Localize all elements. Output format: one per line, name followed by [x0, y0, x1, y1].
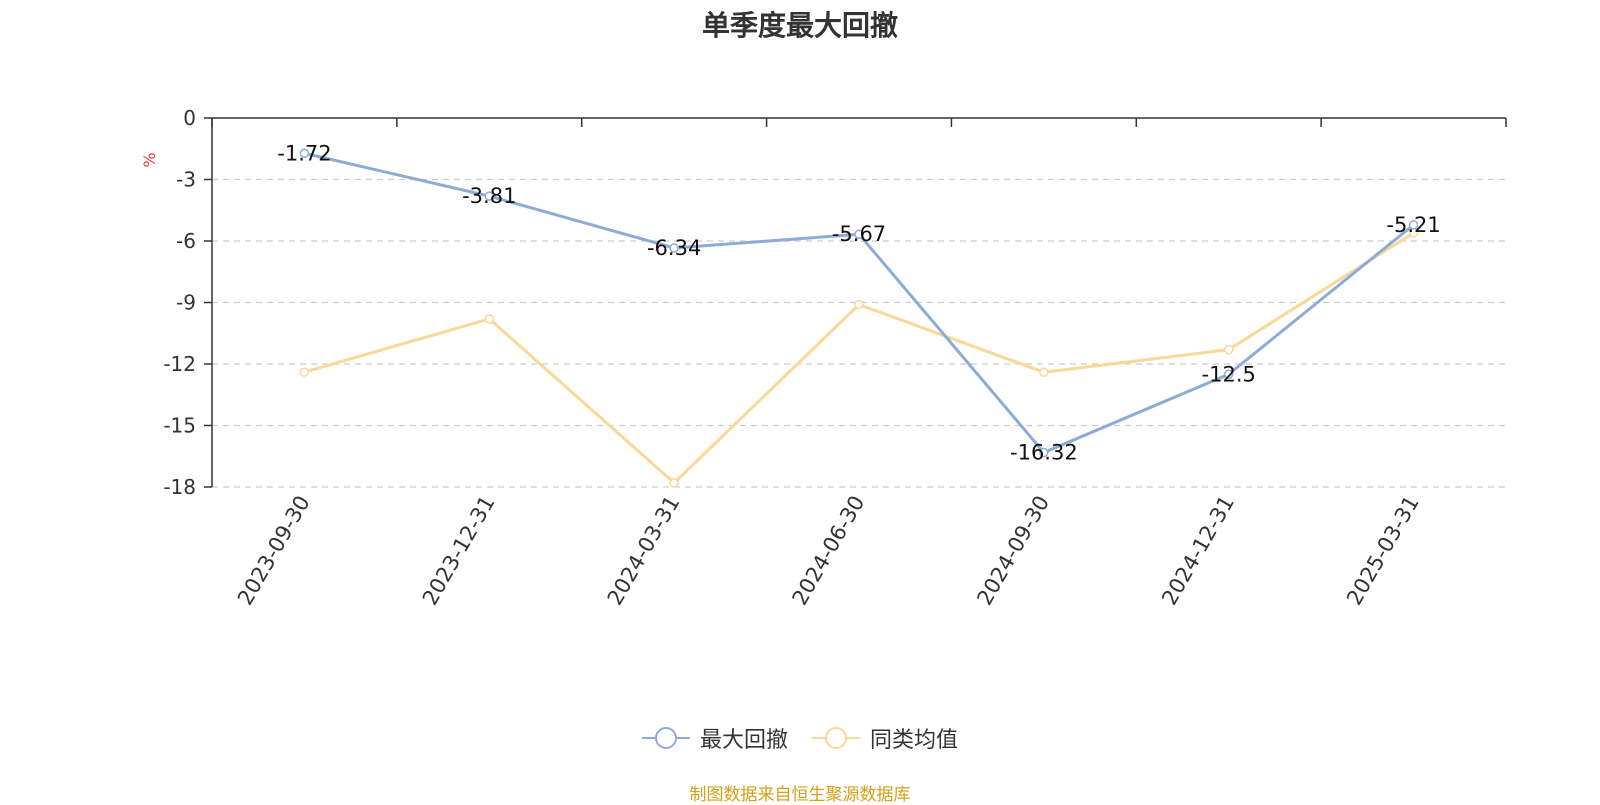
data-label: -1.72 [277, 141, 331, 165]
x-tick-label: 2023-09-30 [233, 492, 315, 610]
y-tick-label: -18 [163, 475, 196, 499]
data-label: -12.5 [1202, 362, 1256, 386]
legend-label: 最大回撤 [699, 728, 788, 753]
data-point[interactable] [1408, 220, 1419, 230]
data-label: -16.32 [1010, 441, 1078, 465]
y-tick-label: -15 [163, 414, 196, 438]
data-point[interactable] [299, 148, 310, 159]
x-tick-label: 2024-03-31 [603, 492, 685, 610]
data-point[interactable] [484, 314, 495, 324]
x-tick-label: 2023-12-31 [418, 492, 500, 610]
data-point[interactable] [669, 478, 679, 488]
data-label: -3.81 [462, 184, 516, 208]
y-axis-label: % [140, 152, 159, 167]
y-tick-label: 0 [183, 106, 196, 130]
chart-title: 单季度最大回撤 [701, 9, 898, 42]
x-tick-label: 2025-03-31 [1342, 492, 1424, 610]
data-point[interactable] [1223, 344, 1234, 355]
legend-item-0[interactable]: 最大回撤 [641, 722, 788, 754]
data-label: -5.21 [1386, 213, 1440, 237]
data-point[interactable] [854, 229, 864, 239]
data-point[interactable] [484, 191, 495, 201]
legend-label: 同类均值 [870, 728, 959, 753]
legend-marker-icon [812, 727, 860, 749]
data-point[interactable] [854, 299, 864, 310]
data-label: -5.67 [832, 222, 886, 246]
data-point[interactable] [669, 243, 679, 253]
y-tick-label: -9 [176, 291, 196, 315]
axes: 0 -3 -6 -9 -12 -15 -18 2023-09-30 2023-12-31 2024… [163, 106, 1507, 610]
legend: 最大回撤 同类均值 [0, 722, 1600, 754]
y-tick-label: -12 [163, 352, 196, 376]
data-point[interactable] [1223, 369, 1234, 379]
legend-marker-icon [641, 727, 690, 749]
data-labels: -1.72 -3.81 -6.34 -5.67 -16.32 -12.5 -5.21 [277, 141, 1440, 464]
y-tick-label: -6 [176, 229, 196, 253]
data-point[interactable] [299, 367, 310, 377]
data-point[interactable] [1039, 447, 1049, 458]
legend-item-1[interactable]: 同类均值 [812, 722, 958, 754]
series [299, 148, 1419, 488]
x-tick-label: 2024-09-30 [972, 492, 1054, 610]
data-point[interactable] [1039, 367, 1049, 377]
x-tick-label: 2024-12-31 [1157, 492, 1239, 610]
y-tick-label: -3 [176, 168, 196, 192]
grid-lines [212, 178, 1506, 488]
source-footer: 制图数据来自恒生聚源数据库 [689, 785, 911, 805]
data-label: -6.34 [647, 236, 701, 260]
x-tick-label: 2024-06-30 [788, 492, 870, 610]
